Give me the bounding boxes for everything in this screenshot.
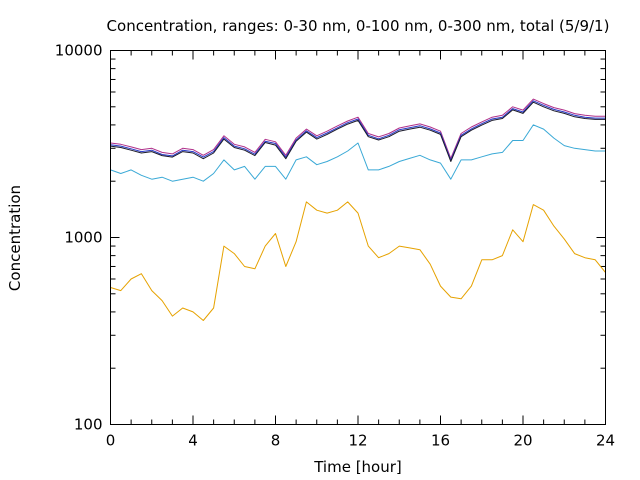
x-tick-label: 20 <box>513 432 532 450</box>
series-line-1 <box>110 201 606 321</box>
series-line-4 <box>110 100 606 161</box>
x-tick-label: 8 <box>271 432 281 450</box>
chart-title: Concentration, ranges: 0-30 nm, 0-100 nm… <box>107 17 610 35</box>
x-tick-label: 0 <box>106 432 116 450</box>
x-tick-label: 12 <box>348 432 367 450</box>
series-line-5 <box>110 101 606 162</box>
plot-frame <box>110 50 606 425</box>
series-line-3 <box>110 98 606 159</box>
x-tick-label: 16 <box>431 432 450 450</box>
y-axis-label: Concentration <box>6 185 24 291</box>
y-tick-label: 100 <box>74 416 103 434</box>
y-tick-label: 10000 <box>55 42 103 60</box>
x-tick-label: 4 <box>188 432 198 450</box>
y-tick-label: 1000 <box>64 229 102 247</box>
axis-ticks: 0 4 8 12 16 20 24 100 1000 10000 <box>55 42 615 450</box>
series-line-2 <box>110 124 606 182</box>
series-lines <box>110 98 606 321</box>
x-axis-label: Time [hour] <box>313 458 402 476</box>
x-tick-label: 24 <box>596 432 615 450</box>
